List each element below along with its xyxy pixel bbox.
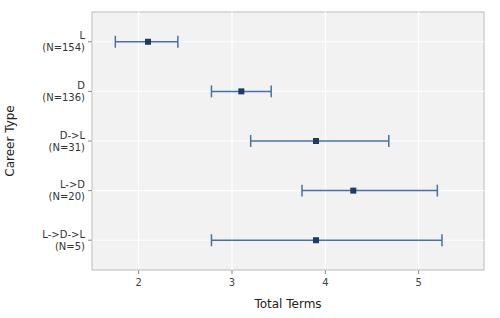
mean-point [350, 188, 356, 194]
chart-container: 2 3 4 5 L(N=154) D(N=136) D->L(N=31) L->D(N=20)… [0, 0, 500, 318]
y-tick-label: D(N=136) [42, 80, 85, 103]
y-tick-label: D->L(N=31) [49, 130, 86, 153]
y-tick-label: L(N=154) [42, 30, 85, 53]
y-tick [88, 91, 92, 92]
interval-cap [115, 36, 117, 48]
interval-cap [177, 36, 179, 48]
interval [251, 140, 389, 142]
y-tick-label: L->D->L(N=5) [42, 229, 85, 252]
interval-cap [211, 234, 213, 246]
interval [211, 239, 442, 241]
interval-cap [211, 85, 213, 97]
grid-line-y [92, 91, 484, 92]
grid-line-y [92, 140, 484, 141]
grid [92, 12, 484, 270]
x-tick-label: 5 [415, 277, 421, 288]
x-tick-label: 3 [229, 277, 235, 288]
x-tick-label: 2 [135, 277, 141, 288]
y-tick [88, 141, 92, 142]
x-tick [138, 270, 139, 274]
interval-cap [270, 85, 272, 97]
y-tick [88, 190, 92, 191]
data [115, 36, 442, 246]
interval [302, 190, 437, 192]
interval-cap [301, 185, 303, 197]
y-tick [88, 240, 92, 241]
x-tick [325, 270, 326, 274]
interval-cap [437, 185, 439, 197]
x-axis: 2 3 4 5 [135, 270, 421, 288]
mean-point [313, 237, 319, 243]
x-tick [232, 270, 233, 274]
interval-cap [441, 234, 443, 246]
interval-cap [250, 135, 252, 147]
mean-point [313, 138, 319, 144]
grid-line-y [92, 240, 484, 241]
interval-cap [388, 135, 390, 147]
chart: 2 3 4 5 L(N=154) D(N=136) D->L(N=31) L->D(N=20)… [0, 0, 500, 318]
mean-point [145, 39, 151, 45]
grid-line-y [92, 190, 484, 191]
x-tick-label: 4 [322, 277, 328, 288]
x-tick [418, 270, 419, 274]
plot-area [92, 12, 484, 270]
y-tick [88, 41, 92, 42]
x-axis-title: Total Terms [253, 297, 321, 311]
y-axis-title: Career Type [3, 105, 17, 176]
mean-point [238, 88, 244, 94]
y-tick-label: L->D(N=20) [49, 179, 86, 202]
y-axis: L(N=154) D(N=136) D->L(N=31) L->D(N=20) L->D… [42, 30, 92, 251]
